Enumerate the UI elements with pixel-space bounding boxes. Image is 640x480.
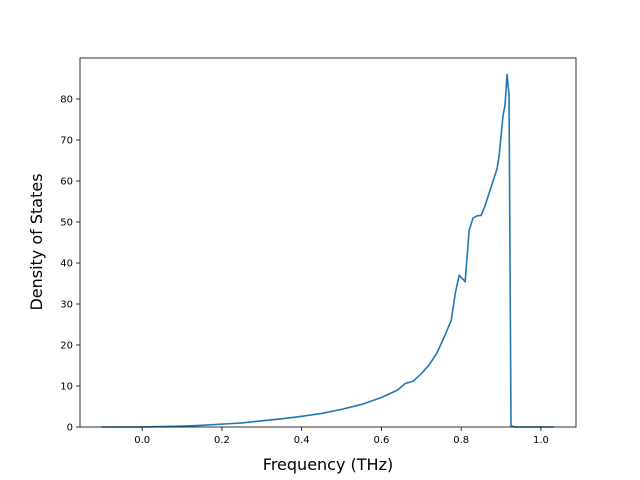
dos-series-line [101,73,554,428]
plot-layer [101,73,554,428]
y-tick-label: 70 [60,136,73,147]
x-tick-label: 0.4 [294,435,310,446]
y-tick-label: 40 [60,259,73,270]
y-tick-label: 20 [60,341,73,352]
y-tick-label: 50 [60,218,73,229]
x-tick-label: 0.6 [373,435,389,446]
x-axis-label: Frequency (THz) [263,455,393,474]
x-tick-label: 1.0 [533,435,549,446]
y-tick-label: 80 [60,95,73,106]
axes-spines [79,57,577,428]
x-tick-label: 0.0 [134,435,150,446]
y-axis-ticks: 0 10 20 30 40 50 60 70 80 [60,95,80,434]
y-tick-label: 30 [60,300,73,311]
y-tick-label: 10 [60,382,73,393]
y-tick-label: 60 [60,177,73,188]
y-axis-label: Density of States [27,173,46,310]
y-tick-label: 0 [67,423,73,434]
axes-frame [79,57,577,428]
x-tick-label: 0.2 [214,435,230,446]
x-tick-label: 0.8 [453,435,469,446]
x-axis-ticks: 0.0 0.2 0.4 0.6 0.8 1.0 [134,427,549,446]
